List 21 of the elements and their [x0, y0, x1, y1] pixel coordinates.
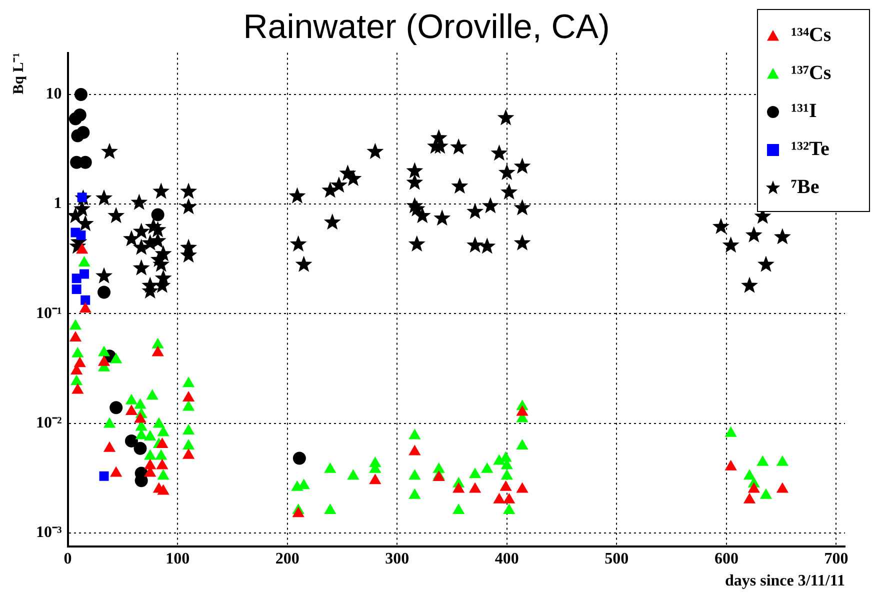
- x-tick-label: 300: [385, 550, 410, 568]
- legend-label: ¹³⁴Cs: [791, 24, 832, 46]
- x-tick-label: 0: [64, 550, 72, 568]
- x-tick-label: 600: [714, 550, 738, 568]
- legend-label: ¹³¹I: [791, 100, 817, 122]
- y-tick-label: 10⁻²: [36, 414, 62, 432]
- x-tick-label: 500: [604, 550, 629, 568]
- x-tick-label: 700: [824, 550, 848, 568]
- legend-label: ¹³²Te: [791, 138, 830, 160]
- x-tick-label: 400: [494, 550, 519, 568]
- y-tick-label: 10: [46, 86, 62, 103]
- legend-label: ⁷Be: [791, 176, 820, 198]
- y-tick-label: 10⁻³: [36, 524, 62, 542]
- y-tick-label: 10⁻¹: [36, 304, 62, 322]
- y-tick-label: 1: [54, 195, 62, 212]
- y-axis-title: Bq L⁻¹: [10, 52, 27, 94]
- x-tick-label: 100: [166, 550, 190, 568]
- legend-label: ¹³⁷Cs: [791, 62, 832, 84]
- x-axis-title: days since 3/11/11: [724, 572, 845, 590]
- chart-title: Rainwater (Oroville, CA): [243, 8, 610, 46]
- x-tick-label: 200: [275, 550, 300, 568]
